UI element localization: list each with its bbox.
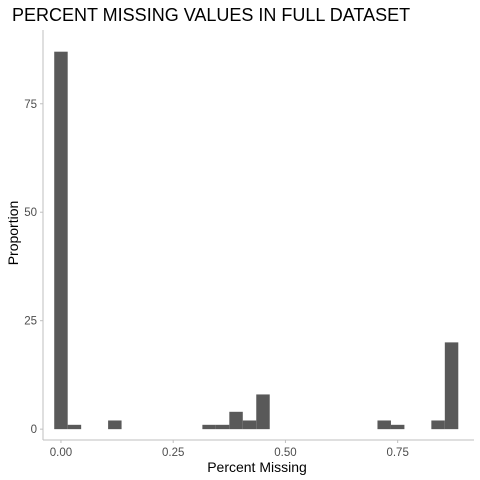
bars-group	[54, 51, 459, 430]
bar-5	[229, 411, 243, 430]
y-tick-label-0: 0	[31, 424, 37, 436]
bar-2	[108, 420, 122, 430]
bar-10	[431, 420, 445, 430]
y-tick-label-1: 25	[24, 316, 37, 328]
y-axis-ticks: 0 25 50 75	[24, 99, 43, 436]
bar-11	[444, 342, 459, 430]
bar-4	[215, 424, 230, 430]
bar-8	[377, 420, 391, 430]
bar-6	[242, 420, 257, 430]
bar-3	[202, 424, 216, 430]
bar-7	[256, 394, 270, 430]
x-tick-label-2: 0.50	[274, 447, 296, 459]
x-axis-ticks: 0.00 0.25 0.50 0.75	[50, 440, 409, 459]
y-axis-title: Proportion	[5, 201, 21, 266]
bar-0	[54, 51, 68, 430]
x-tick-label-1: 0.25	[162, 447, 184, 459]
y-tick-label-2: 50	[24, 207, 37, 219]
chart-title: PERCENT MISSING VALUES IN FULL DATASET	[12, 5, 410, 25]
x-tick-label-3: 0.75	[386, 447, 408, 459]
x-tick-label-0: 0.00	[50, 447, 72, 459]
y-tick-label-3: 75	[24, 99, 37, 111]
bar-1	[67, 424, 82, 430]
x-axis-title: Percent Missing	[207, 459, 307, 475]
bar-9	[390, 424, 405, 430]
